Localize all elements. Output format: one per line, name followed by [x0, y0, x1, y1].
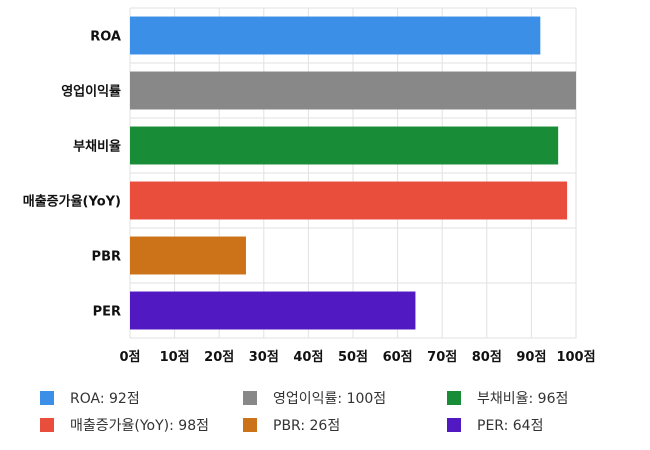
legend-item-operating-margin: 영업이익률: 100점	[243, 388, 386, 408]
bar-1	[130, 71, 576, 110]
legend-label-operating-margin: 영업이익률: 100점	[273, 391, 387, 407]
x-tick-label-0: 0점	[119, 350, 140, 365]
legend-label-pbr: PBR: 26점	[273, 418, 341, 434]
legend-label-revenue-growth: 매출증가율(YoY): 98점	[70, 418, 209, 434]
category-label-2: 부채비율	[73, 139, 121, 155]
bar-4	[130, 236, 246, 275]
category-label-1: 영업이익률	[61, 84, 121, 100]
legend-swatch-roa	[40, 391, 54, 405]
bar-0	[130, 16, 541, 55]
legend-label-debt-ratio: 부채비율: 96점	[477, 391, 569, 407]
category-label-3: 매출증가율(YoY)	[23, 194, 121, 210]
category-label-4: PBR	[92, 250, 121, 265]
x-tick-label-1: 10점	[160, 350, 190, 365]
x-tick-label-5: 50점	[338, 350, 368, 365]
x-tick-label-3: 30점	[249, 350, 279, 365]
legend-swatch-operating-margin	[243, 391, 257, 405]
x-tick-label-9: 90점	[516, 350, 546, 365]
category-label-5: PER	[93, 305, 121, 320]
x-tick-label-7: 70점	[427, 350, 457, 365]
legend-swatch-revenue-growth	[40, 418, 54, 432]
legend-swatch-pbr	[243, 418, 257, 432]
legend-label-per: PER: 64점	[477, 418, 544, 434]
x-tick-label-4: 40점	[293, 350, 323, 365]
legend-item-pbr: PBR: 26점	[243, 415, 340, 435]
x-tick-label-6: 60점	[383, 350, 413, 365]
legend-item-revenue-growth: 매출증가율(YoY): 98점	[40, 415, 209, 435]
bar-5	[130, 291, 416, 330]
legend-item-debt-ratio: 부채비율: 96점	[447, 388, 568, 408]
bar-2	[130, 126, 559, 165]
x-tick-label-8: 80점	[472, 350, 502, 365]
legend-item-per: PER: 64점	[447, 415, 543, 435]
legend-swatch-per	[447, 418, 461, 432]
legend-item-roa: ROA: 92점	[40, 388, 140, 408]
bar-3	[130, 181, 568, 220]
legend-swatch-debt-ratio	[447, 391, 461, 405]
x-tick-label-10: 100점	[556, 350, 595, 365]
category-label-0: ROA	[90, 30, 121, 45]
x-tick-label-2: 20점	[204, 350, 234, 365]
legend-label-roa: ROA: 92점	[70, 391, 140, 407]
